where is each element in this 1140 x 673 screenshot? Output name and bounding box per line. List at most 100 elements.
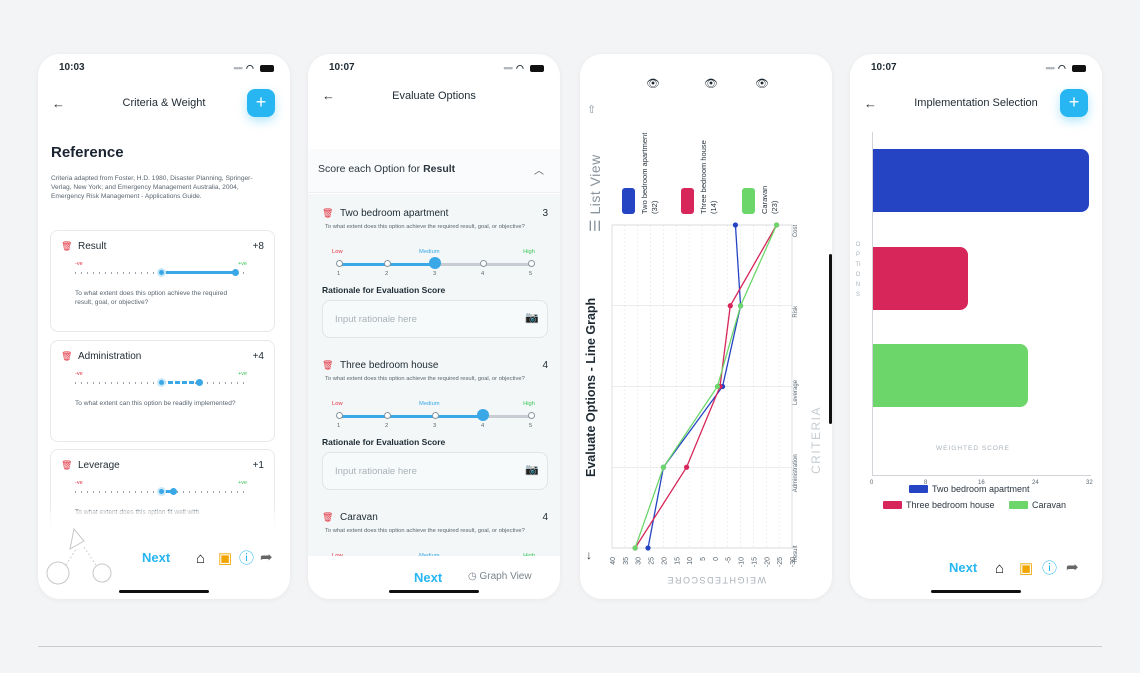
x-tick-label: 20 <box>661 557 668 565</box>
scale-number: 5 <box>529 271 533 277</box>
status-bar: 10:07 •••• ◠ <box>308 62 560 76</box>
bar-1[interactable] <box>873 247 968 310</box>
share-icon[interactable]: ➦ <box>260 549 273 566</box>
x-tick-label: 32 <box>1086 480 1093 486</box>
trash-icon[interactable]: 🗑 <box>61 351 73 361</box>
criteria-weight: +8 <box>252 241 264 252</box>
home-icon[interactable]: ⌂ <box>995 560 1005 577</box>
x-tick-label: -25 <box>777 557 784 567</box>
weight-slider-center <box>157 378 166 387</box>
download-arrow-icon[interactable]: ↓ <box>586 548 592 562</box>
trash-icon[interactable]: 🗑 <box>322 208 334 218</box>
back-arrow-icon[interactable]: ← <box>52 96 65 111</box>
weight-slider-handle[interactable] <box>232 269 239 276</box>
legend-swatch <box>909 485 928 493</box>
info-icon[interactable]: ⓘ <box>239 550 255 567</box>
next-button[interactable]: Next <box>414 570 443 585</box>
criteria-question: To what extent can this option be readil… <box>75 400 236 407</box>
x-tick-label: 16 <box>978 480 985 486</box>
criteria-weight-screen: 10:03 •••• ◠ ← Criteria & Weight + Refere… <box>38 54 290 599</box>
share-icon[interactable]: ➦ <box>1066 559 1079 576</box>
legend-label: Three bedroom house <box>699 140 708 214</box>
x-tick-label: -30 <box>790 557 797 567</box>
collapse-arrow-icon[interactable]: ⇧ <box>587 104 597 116</box>
chevron-up-icon[interactable]: ︿ <box>534 166 544 177</box>
legend-swatch-house[interactable] <box>681 188 694 214</box>
criteria-card-result[interactable]: 🗑 Result +8 -ve +ve To what extent does … <box>50 230 275 332</box>
score-slider-handle[interactable] <box>429 257 441 269</box>
next-button[interactable]: Next <box>949 560 978 575</box>
graph-view-label: Graph View <box>479 571 532 582</box>
scale-stop <box>432 412 439 419</box>
home-icon[interactable]: ⌂ <box>196 550 206 567</box>
add-option-button[interactable]: + <box>1060 89 1088 117</box>
x-tick-label: -20 <box>764 557 771 567</box>
rationale-input[interactable]: Input rationale here 📷 <box>322 300 548 338</box>
bar-2[interactable] <box>873 344 1029 407</box>
status-bar: 10:07 •••• ◠ <box>850 62 1102 76</box>
trash-icon[interactable]: 🗑 <box>61 241 73 251</box>
legend-item-caravan[interactable]: Caravan <box>1009 500 1066 510</box>
legend-total: (23) <box>770 200 779 214</box>
score-slider-handle[interactable] <box>477 409 489 421</box>
x-tick-label: 10 <box>687 557 694 565</box>
weight-slider-fill <box>161 490 173 493</box>
back-arrow-icon[interactable]: ← <box>322 88 335 103</box>
camera-icon[interactable]: 📷 <box>525 464 539 476</box>
x-tick-label: -10 <box>739 557 746 567</box>
document-icon[interactable]: ▣ <box>218 550 233 567</box>
criteria-card-administration[interactable]: 🗑 Administration +4 -ve +ve To what exte… <box>50 340 275 442</box>
camera-icon[interactable]: 📷 <box>525 312 539 324</box>
trash-icon[interactable]: 🗑 <box>322 360 334 370</box>
series-point <box>732 222 739 228</box>
info-icon[interactable]: ⓘ <box>1042 560 1058 577</box>
positive-label: +ve <box>237 480 247 486</box>
next-button[interactable]: Next <box>142 550 171 565</box>
legend-swatch-caravan[interactable] <box>742 188 755 214</box>
scale-number: 1 <box>337 423 341 429</box>
trash-icon[interactable]: 🗑 <box>322 512 334 522</box>
scale-number: 1 <box>337 271 341 277</box>
status-time: 10:07 <box>329 62 355 73</box>
signal-icon: •••• <box>503 63 513 73</box>
trash-icon[interactable]: 🗑 <box>61 460 73 470</box>
legend-swatch-apartment[interactable] <box>622 188 635 214</box>
line-graph-screen: 40 35 30 25 20 15 10 5 0 -5 -10 -15 -20 -25 -30 Cost Ris… <box>580 54 832 599</box>
x-tick-label: 0 <box>713 557 720 561</box>
weight-slider-center <box>157 487 166 496</box>
criterion-section-header[interactable]: Score each Option for Result ︿ <box>308 149 560 193</box>
weight-slider-handle[interactable] <box>170 488 177 495</box>
eye-icon[interactable]: 👁 <box>755 78 769 90</box>
scroll-indicator[interactable] <box>829 254 832 424</box>
eye-icon[interactable]: 👁 <box>646 78 660 90</box>
criteria-name: Leverage <box>78 460 120 471</box>
scale-number: 3 <box>433 423 437 429</box>
series-point <box>727 303 733 309</box>
footer-fade <box>38 511 290 599</box>
bar-0[interactable] <box>873 149 1089 212</box>
bottom-divider <box>38 646 1102 647</box>
home-indicator <box>389 590 479 593</box>
page-title: Criteria & Weight <box>122 97 206 109</box>
criterion-name: Result <box>423 163 456 175</box>
legend-item-apartment[interactable]: Two bedroom apartment <box>909 484 1030 494</box>
reference-text: Criteria adapted from Foster, H.D. 1980,… <box>51 175 253 200</box>
signal-icon: •••• <box>233 63 243 73</box>
bottom-nav: Next ⌂ ▣ ⓘ ➦ <box>38 547 290 569</box>
chart-title: Evaluate Options - Line Graph <box>584 297 598 477</box>
scale-number: 4 <box>481 271 485 277</box>
x-axis-label: WEIGHTED SCORE <box>936 445 1010 452</box>
list-view-toggle[interactable]: ☰ List View <box>587 154 603 232</box>
legend-item-house[interactable]: Three bedroom house <box>883 500 995 510</box>
low-label: Low <box>332 249 343 255</box>
back-arrow-icon[interactable]: ← <box>864 96 877 111</box>
rationale-input[interactable]: Input rationale here 📷 <box>322 452 548 490</box>
low-label: Low <box>332 401 343 407</box>
document-icon[interactable]: ▣ <box>1019 560 1034 577</box>
scale-stop <box>384 260 391 267</box>
eye-icon[interactable]: 👁 <box>704 78 718 90</box>
weight-slider-handle[interactable] <box>196 379 203 386</box>
graph-view-toggle[interactable]: ◷ Graph View <box>468 571 532 582</box>
battery-icon <box>1072 64 1086 72</box>
add-criteria-button[interactable]: + <box>247 89 275 117</box>
